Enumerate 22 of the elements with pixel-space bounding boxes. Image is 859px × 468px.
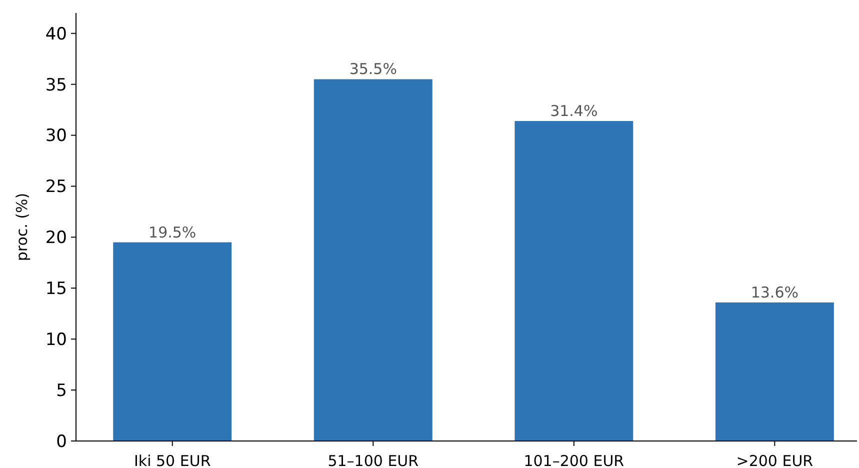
data-label: 13.6% [750, 283, 799, 302]
y-tick-label: 40 [45, 24, 67, 44]
bar [314, 79, 432, 441]
y-tick-label: 25 [45, 177, 67, 198]
bar [715, 302, 834, 441]
x-tick-label: 51–100 EUR [328, 452, 419, 468]
y-tick-label: 30 [45, 126, 67, 146]
data-label: 19.5% [148, 223, 196, 242]
y-tick-label: 20 [45, 228, 67, 248]
y-tick-label: 35 [45, 75, 67, 96]
data-label: 35.5% [349, 60, 397, 78]
y-tick-label: 5 [56, 381, 67, 401]
y-tick-label: 10 [45, 330, 67, 350]
bar [514, 121, 634, 441]
x-tick-label: Iki 50 EUR [134, 452, 211, 468]
x-tick-label: 101–200 EUR [524, 452, 624, 468]
y-axis-title: proc. (%) [13, 192, 31, 262]
y-tick-label: 0 [56, 432, 67, 452]
data-label: 31.4% [550, 102, 598, 120]
y-tick-label: 15 [45, 279, 67, 300]
x-tick-label: >200 EUR [736, 452, 814, 468]
bar [113, 242, 232, 441]
